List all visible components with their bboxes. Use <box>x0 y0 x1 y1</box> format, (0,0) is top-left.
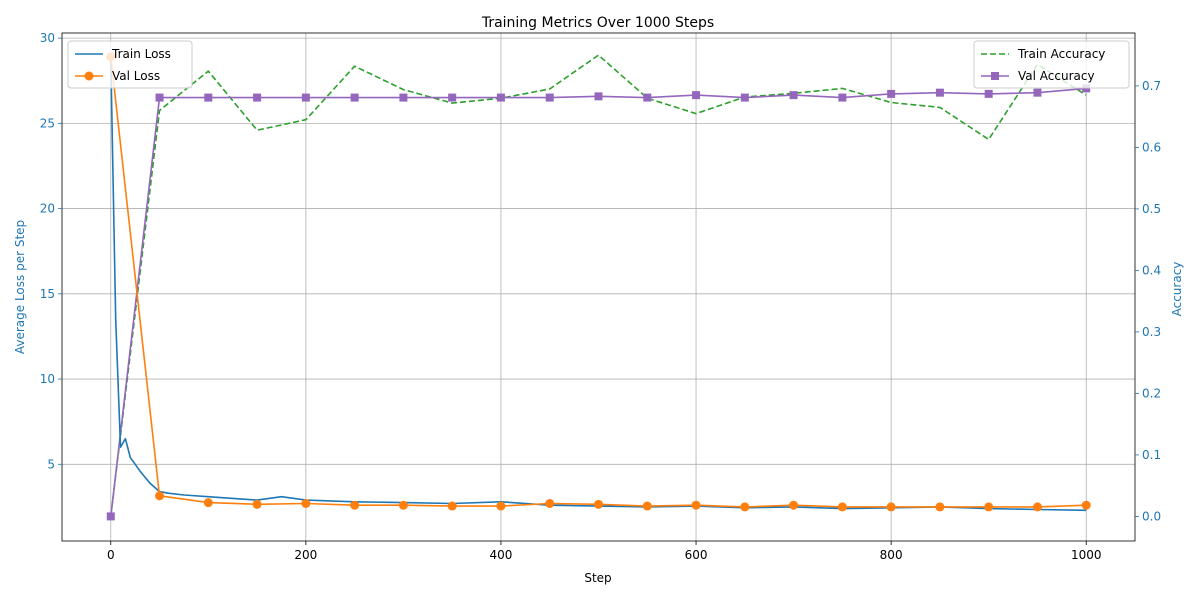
data-point-val-loss <box>886 502 896 512</box>
legend-label: Val Accuracy <box>1018 69 1095 83</box>
data-point-val-loss <box>837 502 847 512</box>
data-point-val-loss <box>301 498 311 508</box>
data-point-val-accuracy <box>789 91 798 100</box>
plot-frame <box>61 32 1136 542</box>
data-point-val-loss <box>1032 502 1042 512</box>
series-line-train-accuracy <box>110 54 1087 517</box>
y-left-tick-label: 10 <box>40 372 55 386</box>
legend-label: Train Loss <box>111 47 171 61</box>
data-point-val-accuracy <box>399 93 408 102</box>
data-point-val-loss <box>545 498 555 508</box>
data-point-val-accuracy <box>594 92 603 101</box>
x-tick-label: 600 <box>685 548 708 562</box>
data-point-val-loss <box>155 491 165 501</box>
data-point-val-loss <box>398 500 408 510</box>
legend-label: Train Accuracy <box>1017 47 1105 61</box>
x-tick-label: 0 <box>107 548 115 562</box>
y-left-axis-label: Average Loss per Step <box>13 220 27 354</box>
y-right-tick-label: 0.5 <box>1142 202 1161 216</box>
data-point-val-loss <box>203 498 213 508</box>
y-right-tick-label: 0.6 <box>1142 140 1161 154</box>
data-point-val-accuracy <box>448 93 457 102</box>
y-right-axis-label: Accuracy <box>1170 262 1184 317</box>
data-point-val-accuracy <box>1033 88 1042 97</box>
data-point-val-accuracy <box>204 93 213 102</box>
data-point-val-loss <box>496 501 506 511</box>
data-point-val-accuracy <box>838 93 847 102</box>
y-left-tick-label: 15 <box>40 287 55 301</box>
series-markers <box>106 52 1091 521</box>
x-tick-label: 800 <box>880 548 903 562</box>
data-point-val-accuracy <box>984 89 993 98</box>
data-point-val-loss <box>1081 500 1091 510</box>
data-point-val-loss <box>594 499 603 509</box>
grid-lines <box>62 33 1135 541</box>
series-line-train-loss <box>110 58 1087 512</box>
data-point-val-loss <box>350 500 360 510</box>
legend-frame <box>973 40 1130 89</box>
data-point-val-loss <box>642 501 652 511</box>
chart-title: Training Metrics Over 1000 Steps <box>481 15 714 31</box>
data-point-val-accuracy <box>545 93 554 102</box>
y-right-tick-label: 0.0 <box>1142 509 1161 523</box>
data-point-val-accuracy <box>692 91 701 100</box>
y-right-tick-label: 0.3 <box>1142 325 1161 339</box>
x-tick-label: 1000 <box>1071 548 1102 562</box>
data-point-val-accuracy <box>643 93 652 102</box>
data-point-val-accuracy <box>106 512 115 521</box>
legend-label: Val Loss <box>112 69 160 83</box>
data-point-val-accuracy <box>253 93 262 102</box>
data-point-val-accuracy <box>301 93 310 102</box>
data-point-val-loss <box>984 502 994 512</box>
data-point-val-accuracy <box>496 93 505 102</box>
y-right-tick-label: 0.4 <box>1142 263 1161 277</box>
y-left-tick-label: 25 <box>40 116 55 130</box>
data-point-val-loss <box>447 501 457 511</box>
x-axis-label: Step <box>584 571 611 585</box>
y-left-axis-ticks: 5 10 15 20 25 30 <box>40 31 62 471</box>
data-point-val-loss <box>740 502 750 512</box>
data-point-val-accuracy <box>935 88 944 97</box>
y-left-tick-label: 30 <box>40 31 55 45</box>
data-point-val-loss <box>691 500 701 510</box>
y-right-axis-ticks: 0.0 0.1 0.2 0.3 0.4 0.5 0.6 0.7 <box>1135 79 1161 523</box>
legend-left: Train Loss Val Loss <box>67 40 193 89</box>
x-axis-ticks: 0 200 400 600 800 1000 <box>107 541 1102 562</box>
data-point-val-accuracy <box>350 93 359 102</box>
legend-marker <box>84 71 94 81</box>
data-point-val-accuracy <box>740 93 749 102</box>
legend-marker <box>991 72 999 80</box>
y-left-tick-label: 20 <box>40 202 55 216</box>
data-point-val-loss <box>252 499 262 509</box>
data-point-val-accuracy <box>155 93 164 102</box>
y-right-tick-label: 0.2 <box>1142 386 1161 400</box>
y-right-tick-label: 0.1 <box>1142 448 1161 462</box>
legend-right: Train Accuracy Val Accuracy <box>973 40 1130 89</box>
data-point-val-accuracy <box>887 89 896 98</box>
x-tick-label: 400 <box>490 548 513 562</box>
y-right-tick-label: 0.7 <box>1142 79 1161 93</box>
x-tick-label: 200 <box>294 548 317 562</box>
y-left-tick-label: 5 <box>47 457 55 471</box>
data-point-val-loss <box>935 502 945 512</box>
data-point-val-loss <box>789 500 799 510</box>
